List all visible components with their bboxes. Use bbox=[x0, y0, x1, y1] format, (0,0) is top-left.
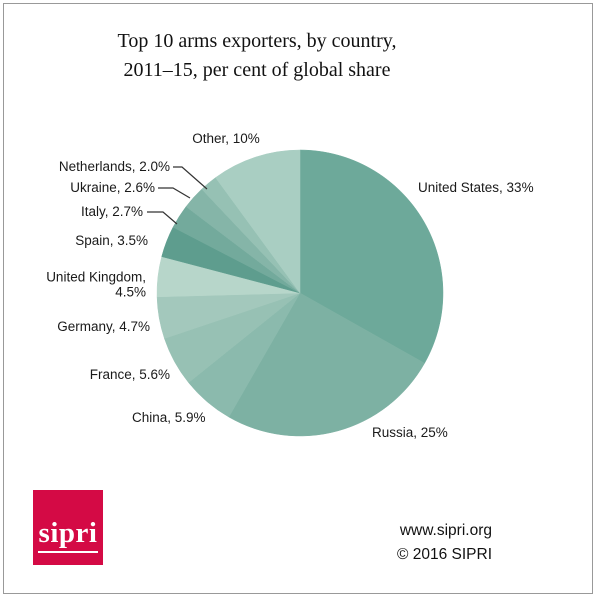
chart-title-line2: 2011–15, per cent of global share bbox=[123, 59, 391, 81]
pie-label-united-states: United States, 33% bbox=[418, 179, 534, 195]
leader-line-ukraine bbox=[158, 187, 191, 199]
pie-label-france: France, 5.6% bbox=[89, 366, 170, 382]
pie-label-other: Other, 10% bbox=[192, 130, 260, 146]
chart-title-line1: Top 10 arms exporters, by country, bbox=[117, 30, 397, 52]
sipri-logo-text: sipri bbox=[37, 519, 99, 553]
copyright-notice: © 2016 SIPRI bbox=[397, 546, 492, 563]
pie-label-italy: Italy, 2.7% bbox=[80, 203, 143, 219]
pie-label-germany: Germany, 4.7% bbox=[57, 318, 150, 334]
pie-label-netherlands: Netherlands, 2.0% bbox=[58, 158, 170, 174]
leader-lines-group bbox=[147, 166, 208, 225]
leader-line-italy bbox=[147, 211, 178, 225]
sipri-logo: sipri bbox=[33, 490, 103, 565]
footer-info: www.sipri.org © 2016 SIPRI bbox=[397, 519, 492, 567]
pie-slice-russia bbox=[228, 292, 425, 437]
pie-slices-group bbox=[156, 149, 444, 437]
pie-label-china: China, 5.9% bbox=[132, 409, 206, 425]
leader-line-netherlands bbox=[173, 166, 208, 190]
pie-label-russia: Russia, 25% bbox=[372, 424, 448, 440]
pie-label-united-kingdom: United Kingdom, 4.5% bbox=[46, 269, 146, 299]
pie-label-ukraine: Ukraine, 2.6% bbox=[70, 179, 155, 195]
pie-slice-other bbox=[215, 149, 301, 294]
website-url: www.sipri.org bbox=[399, 522, 492, 539]
pie-slice-united-states bbox=[299, 149, 444, 364]
chart-title: Top 10 arms exporters, by country, 2011–… bbox=[0, 27, 514, 85]
pie-label-spain: Spain, 3.5% bbox=[75, 232, 148, 248]
